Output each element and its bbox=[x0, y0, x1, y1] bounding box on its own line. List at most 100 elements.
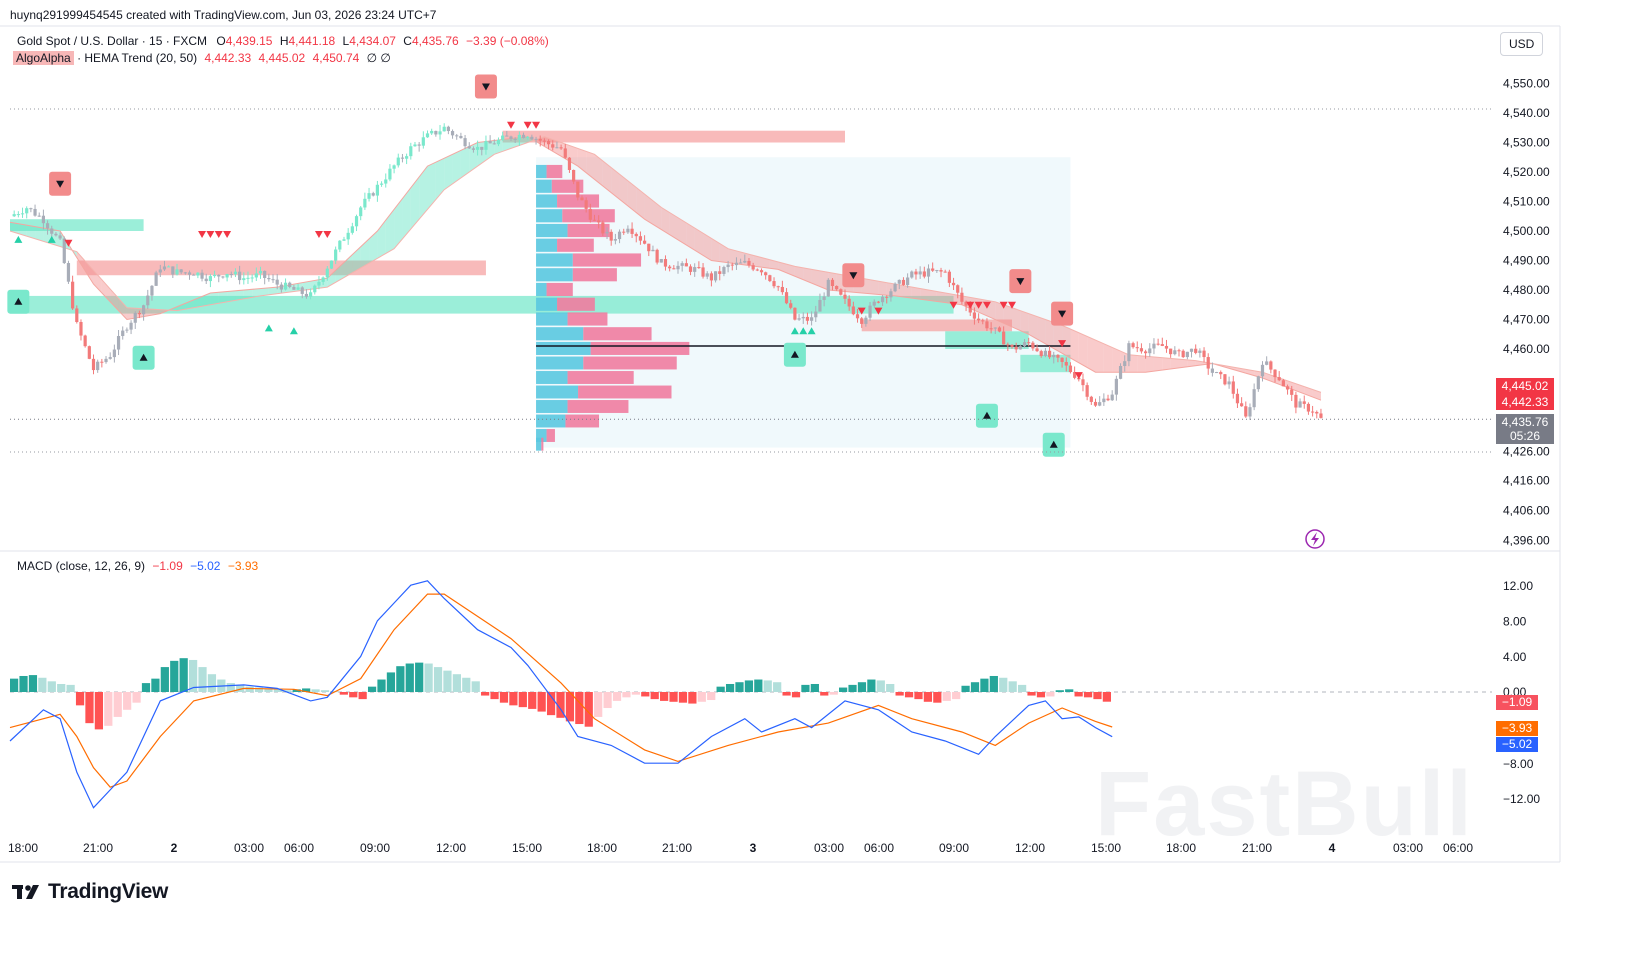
candle-body bbox=[818, 299, 822, 312]
candle-body bbox=[238, 271, 242, 281]
macd-histogram-bar bbox=[254, 687, 264, 692]
candle-body bbox=[663, 259, 668, 267]
time-tick-label: 15:00 bbox=[1091, 841, 1121, 855]
bear-mark-icon bbox=[223, 230, 232, 238]
macd-histogram-bar bbox=[377, 679, 386, 692]
bear-signal-down-arrow-icon bbox=[56, 180, 65, 188]
bull-zone bbox=[1020, 354, 1071, 373]
indicator-legend[interactable]: AlgoAlpha · HEMA Trend (20, 50) 4,442.33… bbox=[13, 51, 391, 65]
macd-histogram-bar bbox=[499, 692, 509, 703]
candle-body bbox=[384, 179, 388, 184]
hema-band-segment bbox=[995, 301, 1004, 324]
hema-band-segment bbox=[327, 270, 336, 288]
price-axis[interactable]: 4,550.00 4,540.00 4,530.00 4,520.00 4,510.00… bbox=[1503, 77, 1550, 548]
macd-tick-label: −12.00 bbox=[1503, 792, 1540, 806]
macd-pane[interactable] bbox=[9, 580, 1492, 809]
candle-body bbox=[709, 273, 713, 281]
candle-body bbox=[989, 328, 993, 330]
tradingview-logo-icon bbox=[12, 885, 39, 899]
candle-body bbox=[409, 146, 413, 157]
symbol-legend[interactable]: Gold Spot / U.S. Dollar · 15 · FXCM O4,4… bbox=[17, 34, 549, 48]
candle-body bbox=[1135, 347, 1139, 349]
candle-body bbox=[880, 296, 885, 303]
macd-histogram-bar bbox=[170, 660, 179, 692]
candle-body bbox=[388, 168, 392, 180]
hema-band-segment bbox=[1170, 358, 1179, 369]
macd-histogram-bar bbox=[857, 682, 867, 692]
hema-band-segment bbox=[1112, 347, 1121, 373]
candle-body bbox=[956, 285, 960, 293]
candle-body bbox=[981, 320, 985, 322]
candle-body bbox=[747, 260, 751, 266]
hema-band-segment bbox=[185, 299, 194, 310]
macd-histogram-bar bbox=[141, 683, 151, 692]
bear-mark-icon bbox=[999, 301, 1008, 309]
close-label: C bbox=[403, 34, 412, 48]
hema-band-segment bbox=[569, 145, 578, 167]
macd-histogram-bar bbox=[528, 692, 537, 709]
macd-histogram-bar bbox=[961, 685, 970, 692]
macd-histogram-bar bbox=[707, 692, 716, 701]
macd-legend[interactable]: MACD (close, 12, 26, 9) −1.09 −5.02 −3.9… bbox=[17, 559, 258, 573]
candle-body bbox=[960, 292, 964, 302]
macd-histogram-bar bbox=[509, 692, 518, 706]
candle-body bbox=[1252, 389, 1256, 408]
macd-axis[interactable]: 12.008.004.000.00−4.00−8.00−12.00 bbox=[1503, 579, 1540, 806]
candle-body bbox=[313, 285, 317, 293]
candle-body bbox=[1152, 343, 1156, 349]
volume-profile-buy-bar bbox=[536, 414, 566, 428]
macd-histogram-bar bbox=[19, 675, 28, 692]
candle-body bbox=[1093, 401, 1098, 406]
volume-profile-sell-bar bbox=[546, 164, 563, 179]
candle-body bbox=[1185, 351, 1189, 358]
candle-body bbox=[789, 303, 793, 308]
macd-histogram-bar bbox=[839, 687, 848, 692]
macd-histogram-bar bbox=[462, 677, 471, 692]
candle-body bbox=[951, 282, 956, 286]
candle-body bbox=[1302, 401, 1306, 404]
price-pane[interactable] bbox=[7, 74, 1492, 457]
candle-body bbox=[16, 214, 20, 216]
time-axis[interactable]: 18:00 21:00 2 03:00 06:00 09:00 12:00 15:00 18:0… bbox=[8, 841, 1473, 855]
macd-histogram-bar bbox=[311, 689, 320, 692]
macd-histogram-bar bbox=[386, 672, 396, 692]
bear-mark-icon bbox=[949, 301, 958, 309]
time-tick-label: 15:00 bbox=[512, 841, 542, 855]
candle-body bbox=[985, 321, 989, 329]
candle-body bbox=[1256, 376, 1260, 390]
candle-body bbox=[926, 268, 931, 277]
candle-body bbox=[626, 228, 630, 233]
candle-body bbox=[142, 305, 146, 315]
candle-body bbox=[296, 287, 300, 290]
candle-body bbox=[1131, 343, 1135, 348]
currency-selector[interactable]: USD bbox=[1500, 32, 1544, 56]
candle-body bbox=[45, 223, 50, 229]
candle-body bbox=[112, 349, 116, 358]
volume-profile-buy-bar bbox=[536, 341, 591, 355]
candle-body bbox=[1144, 351, 1148, 354]
hema-band-segment bbox=[970, 297, 979, 313]
candle-body bbox=[1169, 348, 1173, 355]
macd-histogram-bar bbox=[980, 678, 989, 692]
candle-body bbox=[108, 357, 112, 359]
bear-mark-icon bbox=[1074, 372, 1083, 380]
bull-mark-icon bbox=[264, 324, 273, 332]
tradingview-brand[interactable]: TradingView bbox=[12, 880, 168, 904]
hema-band-segment bbox=[661, 207, 670, 235]
macd-histogram-bar bbox=[1017, 684, 1027, 692]
candle-body bbox=[505, 135, 509, 137]
volume-profile-sell-bar bbox=[590, 341, 690, 355]
lightning-icon[interactable] bbox=[1305, 529, 1325, 549]
macd-histogram-bar bbox=[565, 692, 575, 722]
candle-body bbox=[267, 277, 271, 280]
time-tick-label: 06:00 bbox=[284, 841, 314, 855]
candle-body bbox=[1173, 350, 1177, 355]
candle-body bbox=[304, 293, 309, 297]
price-tick-label: 4,550.00 bbox=[1503, 77, 1550, 91]
candle-body bbox=[563, 148, 567, 158]
candle-body bbox=[1114, 378, 1118, 395]
candle-body bbox=[889, 291, 893, 298]
candle-body bbox=[258, 270, 263, 274]
macd-histogram-bar bbox=[688, 692, 697, 704]
